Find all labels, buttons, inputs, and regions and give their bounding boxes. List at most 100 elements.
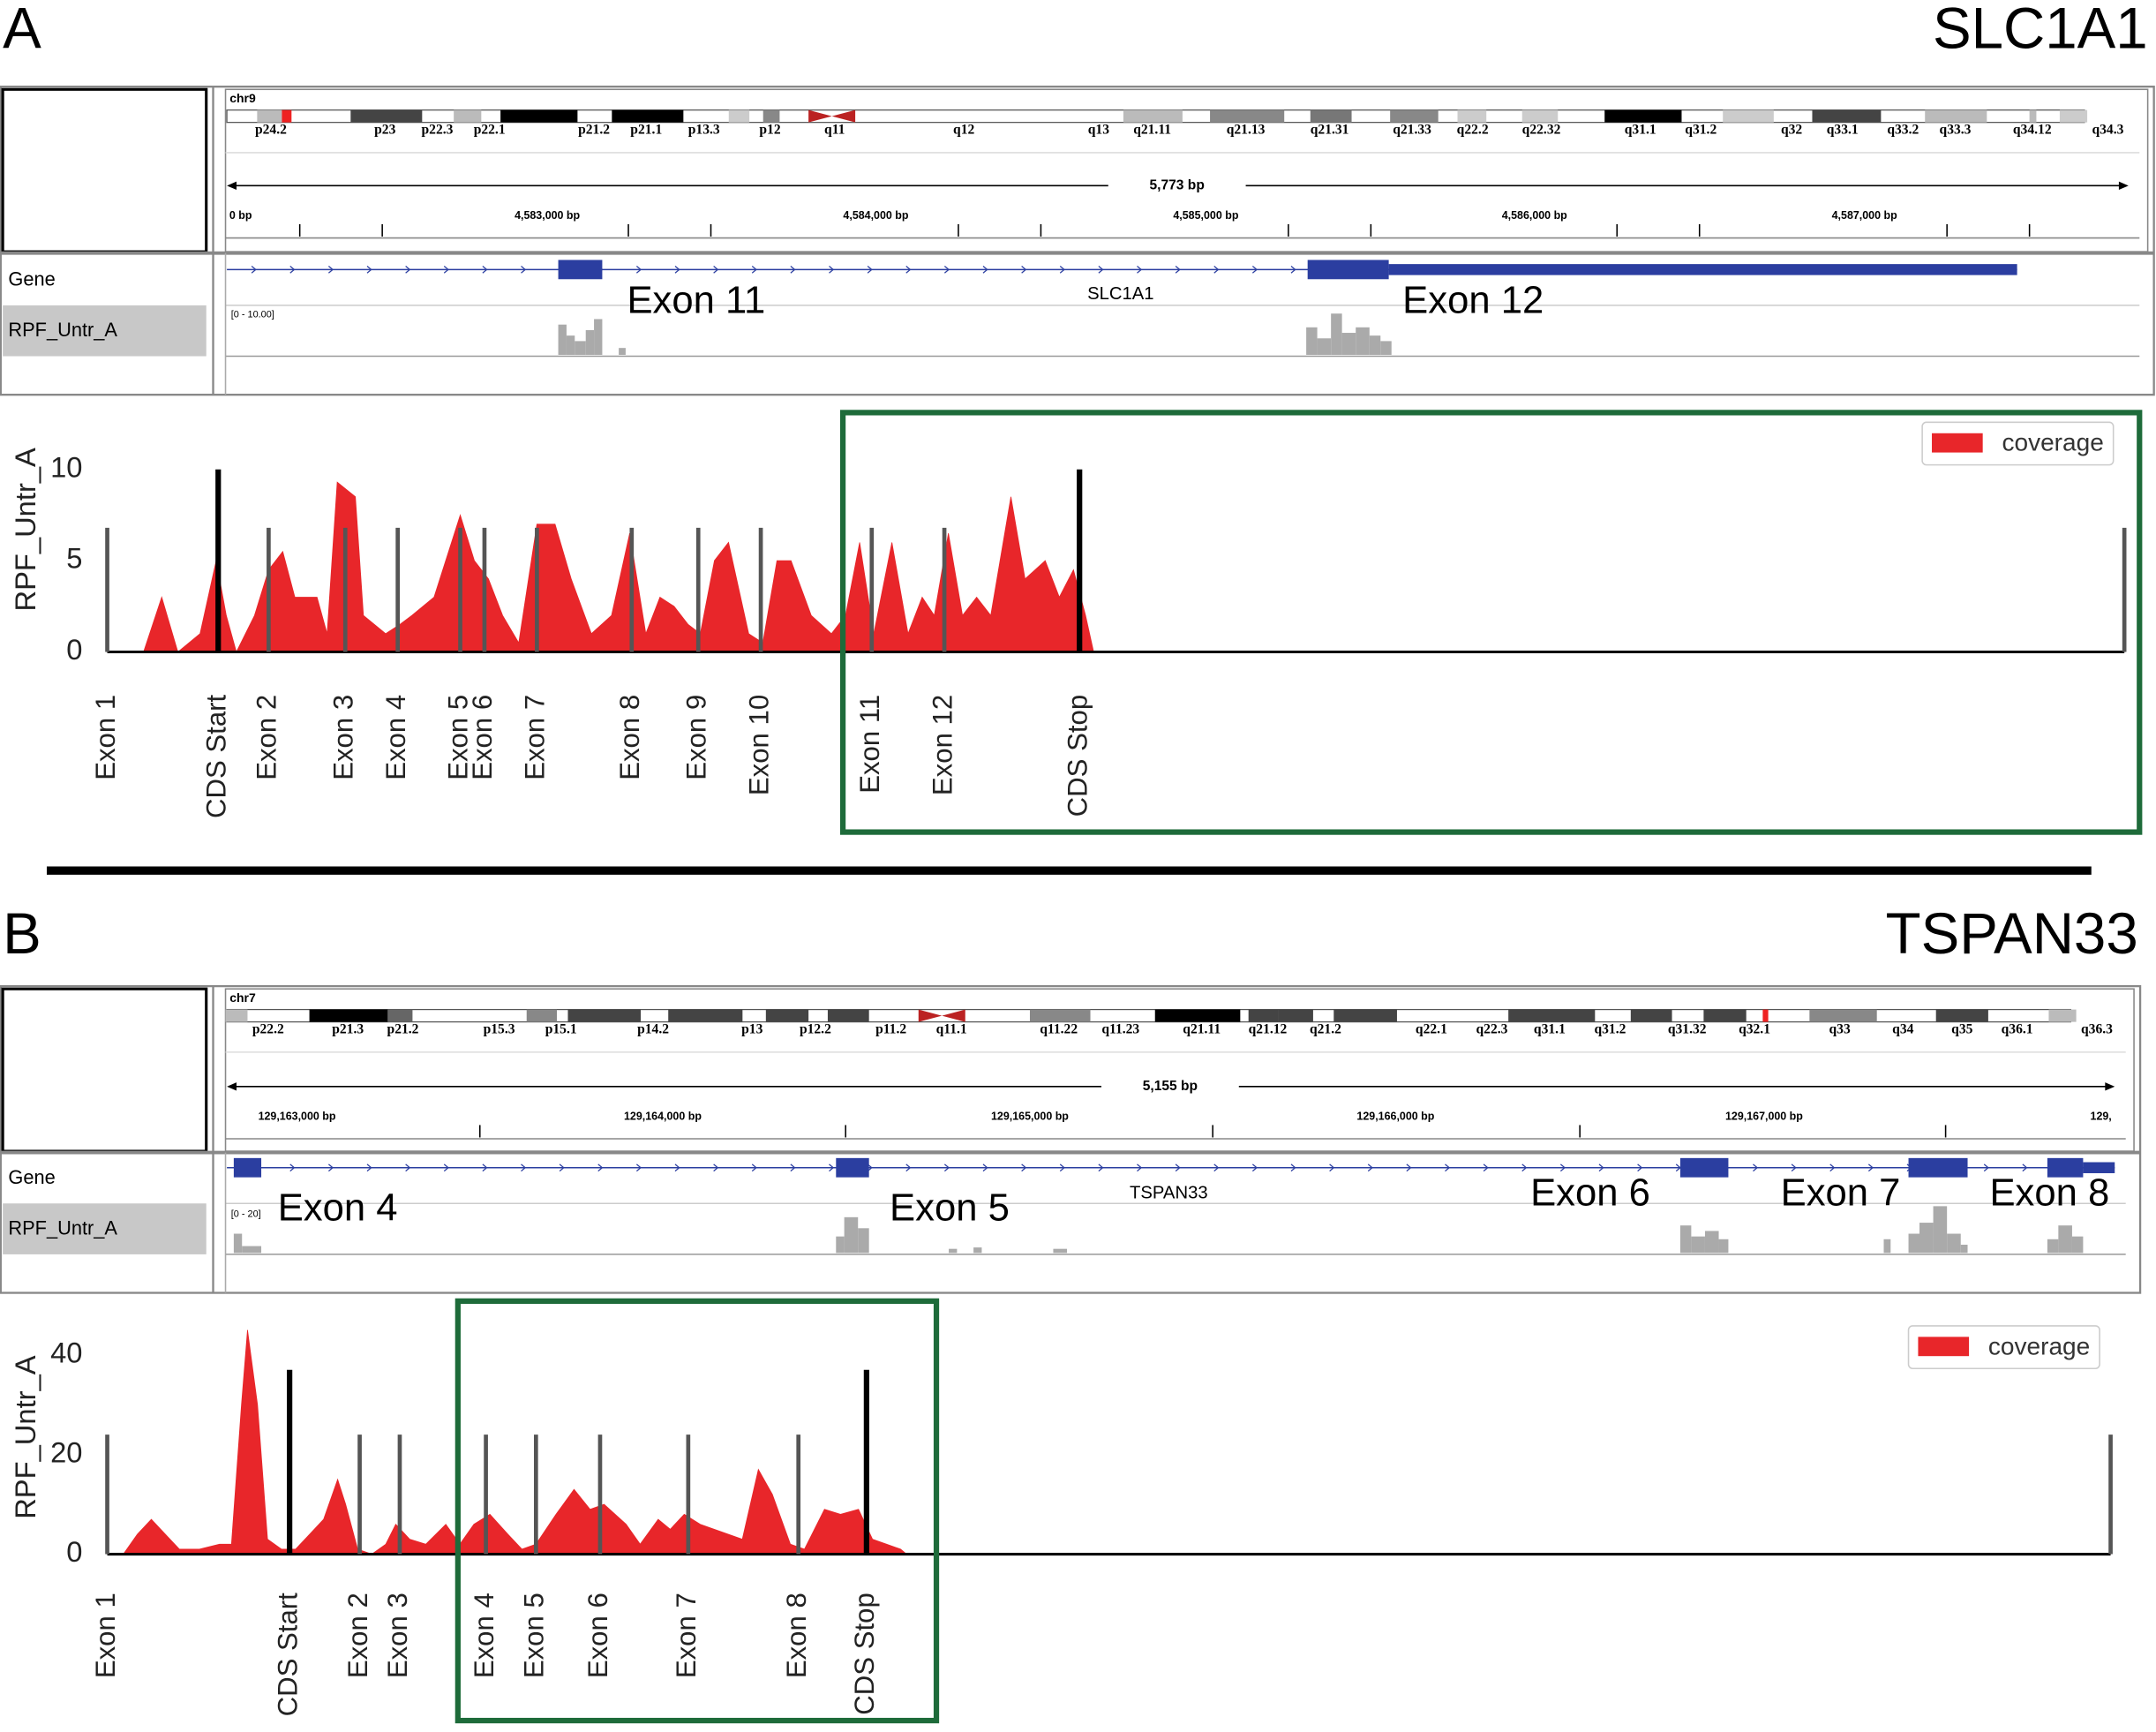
- strand-arrow: [674, 1163, 680, 1172]
- ideogram-band: [2059, 109, 2088, 123]
- strand-arrow: [443, 265, 449, 274]
- band-label: p24.2: [255, 123, 287, 138]
- strand-arrow: [1598, 1163, 1604, 1172]
- band-label: q11: [824, 123, 845, 138]
- coverage-blob: [619, 348, 626, 355]
- ideogram-band: [309, 1009, 388, 1022]
- centromere: [808, 109, 856, 123]
- y-tick-label: 5: [66, 542, 82, 575]
- strand-arrow: [366, 1163, 372, 1172]
- chromosome-label: chr7: [229, 990, 256, 1005]
- position-label: 4,584,000 bp: [843, 209, 908, 222]
- ideogram-band: [1029, 1009, 1091, 1022]
- band-label: q33.3: [1940, 123, 1972, 138]
- exon: [558, 260, 603, 280]
- gene-name: SLC1A1: [1087, 284, 1153, 304]
- range-label: [0 - 20]: [231, 1209, 261, 1220]
- exon-label: Exon 8: [1989, 1171, 2109, 1214]
- ideogram-band: [1925, 109, 1987, 123]
- band-label: p15.1: [545, 1022, 577, 1037]
- ideogram-band: [567, 1009, 642, 1022]
- highlight-box: [454, 1298, 940, 1724]
- coverage-blob: [1691, 1236, 1705, 1254]
- strand-arrow: [905, 1163, 912, 1172]
- ideogram-band: [1390, 109, 1439, 123]
- band-label: q31.2: [1594, 1022, 1626, 1037]
- band-label: q22.3: [1476, 1022, 1507, 1037]
- exon-label: Exon 6: [1530, 1171, 1650, 1214]
- legend-box: [1907, 1325, 2100, 1369]
- strand-arrow: [1059, 1163, 1065, 1172]
- strand-arrow: [1791, 1163, 1797, 1172]
- strand-arrow: [1059, 265, 1065, 274]
- strand-arrow: [443, 1163, 449, 1172]
- band-label: q21.2: [1310, 1022, 1341, 1037]
- band-label: q21.11: [1133, 123, 1171, 138]
- strand-arrow: [559, 1163, 565, 1172]
- coverage-blob: [836, 1236, 845, 1254]
- strand-arrow: [1098, 265, 1104, 274]
- marker-label: Exon 2: [342, 1593, 373, 1678]
- exon-label: Exon 7: [1781, 1171, 1901, 1214]
- y-tick-label: 0: [66, 1535, 82, 1568]
- y-axis-label: RPF_Untr_A: [9, 1355, 41, 1519]
- y-tick-label: 10: [50, 450, 82, 483]
- strand-arrow: [521, 1163, 527, 1172]
- coverage-blob: [1933, 1206, 1948, 1254]
- band-label: q33.1: [1827, 123, 1859, 138]
- coverage-blob: [1718, 1239, 1729, 1254]
- coverage-blob: [558, 324, 567, 355]
- panel-label: B: [3, 901, 41, 966]
- marker-label: Exon 2: [252, 695, 282, 780]
- ideogram: [226, 1008, 2072, 1023]
- ideogram-band: [762, 109, 780, 123]
- marker-label: Exon 8: [614, 695, 645, 780]
- strand-arrow: [1175, 265, 1181, 274]
- marker-label: CDS Start: [200, 694, 231, 818]
- marker-label: CDS Stop: [1062, 695, 1093, 817]
- panel-title: TSPAN33: [1886, 901, 2138, 966]
- exon: [2047, 1157, 2084, 1178]
- track-name: RPF_Untr_A: [8, 1217, 117, 1239]
- strand-arrow: [289, 265, 296, 274]
- strand-arrow: [1137, 1163, 1143, 1172]
- band-label: p12.2: [800, 1022, 831, 1037]
- band-label: q34: [1892, 1022, 1913, 1037]
- marker-label: Exon 9: [680, 695, 711, 780]
- band-label: q31.2: [1685, 123, 1717, 138]
- ideogram-band: [225, 1009, 248, 1022]
- span-label: 5,155 bp: [1143, 1079, 1198, 1094]
- exon-label: Exon 4: [278, 1187, 398, 1230]
- marker-label: Exon 7: [671, 1593, 702, 1678]
- band-label: p12: [759, 123, 780, 138]
- strand-arrow: [751, 265, 757, 274]
- y-tick-label: 40: [50, 1336, 82, 1368]
- y-tick-label: 20: [50, 1435, 82, 1468]
- band-label: q21.13: [1227, 123, 1266, 138]
- coverage-blob: [1380, 341, 1392, 355]
- coverage-area: [107, 481, 2125, 653]
- exon-label: Exon 12: [1402, 279, 1544, 321]
- exon: [1679, 1157, 1729, 1178]
- coverage-blob: [1908, 1233, 1920, 1254]
- exon: [1307, 260, 1389, 280]
- band-label: p13: [741, 1022, 762, 1037]
- position-label: 129,166,000 bp: [1356, 1110, 1434, 1122]
- marker-label: Exon 11: [854, 695, 885, 794]
- strand-arrow: [1406, 1163, 1412, 1172]
- band-label: p21.2: [387, 1022, 419, 1037]
- marker-label: Exon 3: [382, 1593, 413, 1678]
- band-label: p13.3: [688, 123, 720, 138]
- band-label: q11.23: [1101, 1022, 1139, 1037]
- coverage-blob: [1679, 1225, 1692, 1254]
- marker-label: CDS Stop: [849, 1593, 880, 1715]
- marker-label: Exon 10: [743, 695, 774, 795]
- coverage-blob: [594, 319, 603, 355]
- track-name: Gene: [8, 268, 55, 290]
- strand-arrow: [405, 1163, 411, 1172]
- ideogram-band: [728, 109, 750, 123]
- position-label: 4,585,000 bp: [1173, 209, 1238, 222]
- strand-arrow: [597, 1163, 604, 1172]
- ideogram-band: [1508, 1009, 1596, 1022]
